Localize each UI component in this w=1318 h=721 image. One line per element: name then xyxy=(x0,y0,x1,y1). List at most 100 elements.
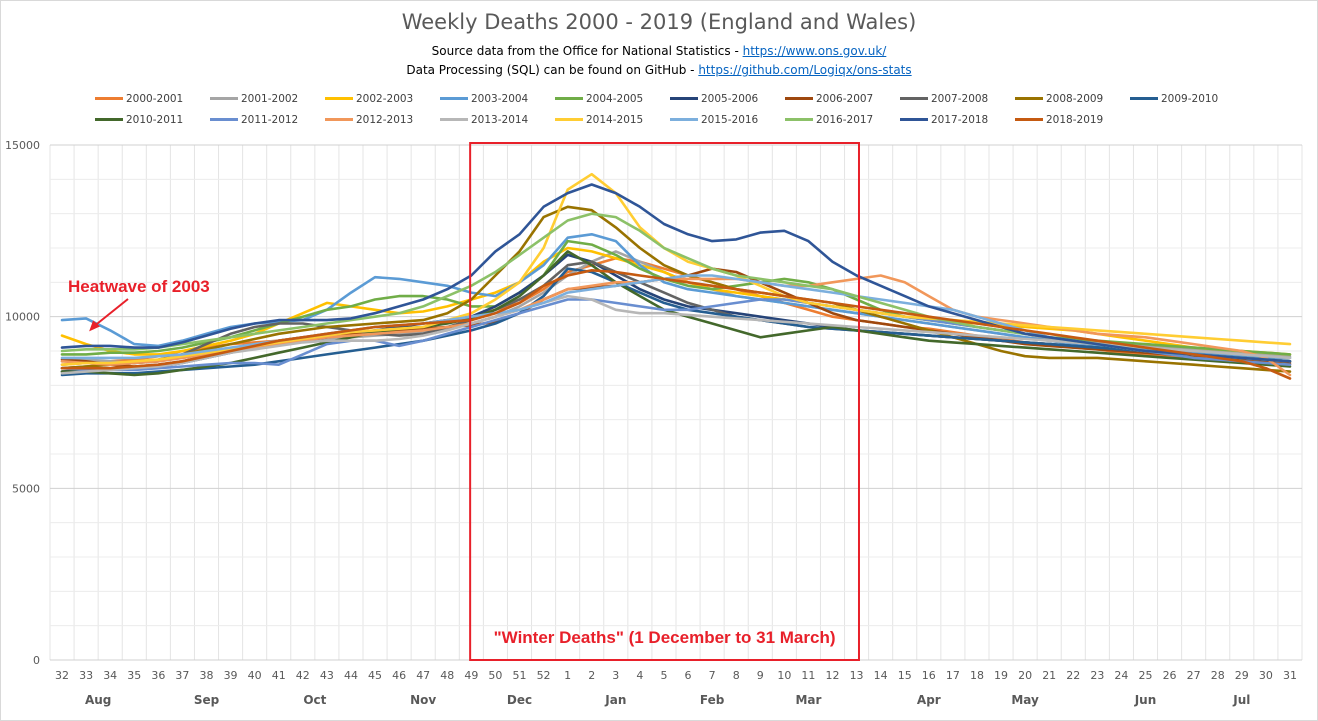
legend-label: 2011-2012 xyxy=(241,114,299,126)
legend-item: 2015-2016 xyxy=(670,114,758,130)
x-tick-label: 38 xyxy=(200,669,214,682)
x-tick-label: 42 xyxy=(296,669,310,682)
x-tick-label: 11 xyxy=(801,669,815,682)
month-label: Aug xyxy=(85,693,111,707)
heatwave-arrow xyxy=(94,298,129,327)
x-tick-label: 28 xyxy=(1211,669,1225,682)
chart-title: Weekly Deaths 2000 - 2019 (England and W… xyxy=(401,10,917,34)
legend-swatch xyxy=(325,117,353,121)
x-tick-label: 6 xyxy=(685,669,692,682)
x-tick-label: 16 xyxy=(922,669,936,682)
x-tick-label: 48 xyxy=(440,669,454,682)
x-tick-label: 36 xyxy=(151,669,165,682)
github-link[interactable]: https://github.com/Logiqx/ons-stats xyxy=(698,63,912,77)
legend-swatch xyxy=(785,117,813,121)
y-tick-label: 5000 xyxy=(12,482,40,495)
x-tick-label: 27 xyxy=(1187,669,1201,682)
legend-label: 2002-2003 xyxy=(356,93,414,105)
x-tick-label: 4 xyxy=(636,669,643,682)
x-tick-label: 41 xyxy=(272,669,286,682)
legend-item: 2003-2004 xyxy=(440,93,528,109)
github-text: Data Processing (SQL) can be found on Gi… xyxy=(406,63,699,77)
x-tick-label: 3 xyxy=(612,669,619,682)
series-line-2017-2018 xyxy=(60,183,1292,363)
legend-item: 2010-2011 xyxy=(95,114,183,130)
x-tick-label: 20 xyxy=(1018,669,1032,682)
legend-label: 2000-2001 xyxy=(126,93,184,105)
x-tick-label: 32 xyxy=(55,669,69,682)
legend-label: 2012-2013 xyxy=(356,114,414,126)
x-tick-label: 5 xyxy=(660,669,667,682)
series-line-2012-2013 xyxy=(60,274,1292,377)
legend-item: 2006-2007 xyxy=(785,93,873,109)
legend-item: 2011-2012 xyxy=(210,114,298,130)
month-label: Dec xyxy=(507,693,532,707)
x-tick-label: 40 xyxy=(248,669,262,682)
legend-label: 2001-2002 xyxy=(241,93,299,105)
y-tick-label: 10000 xyxy=(5,311,40,324)
legend-item: 2013-2014 xyxy=(440,114,528,130)
x-tick-label: 23 xyxy=(1090,669,1104,682)
x-tick-label: 14 xyxy=(874,669,888,682)
x-tick-label: 34 xyxy=(103,669,117,682)
month-label: Jun xyxy=(1134,693,1157,707)
legend-item: 2009-2010 xyxy=(1130,93,1218,109)
month-label: Oct xyxy=(303,693,326,707)
month-label: Nov xyxy=(410,693,436,707)
x-tick-label: 21 xyxy=(1042,669,1056,682)
legend-swatch xyxy=(95,96,123,100)
legend-item: 2018-2019 xyxy=(1015,114,1103,130)
x-tick-label: 30 xyxy=(1259,669,1273,682)
series-line-2018-2019 xyxy=(60,268,1292,380)
legend-label: 2009-2010 xyxy=(1161,93,1219,105)
winter-deaths-label: "Winter Deaths" (1 December to 31 March) xyxy=(494,628,836,647)
legend-item: 2017-2018 xyxy=(900,114,988,130)
x-tick-label: 2 xyxy=(588,669,595,682)
legend-label: 2008-2009 xyxy=(1046,93,1104,105)
x-tick-label: 22 xyxy=(1066,669,1080,682)
legend-swatch xyxy=(210,117,238,121)
legend-swatch xyxy=(1015,96,1043,100)
x-tick-label: 13 xyxy=(850,669,864,682)
x-tick-label: 47 xyxy=(416,669,430,682)
legend-item: 2012-2013 xyxy=(325,114,413,130)
month-label: Mar xyxy=(795,693,821,707)
source-text: Source data from the Office for National… xyxy=(431,44,743,58)
month-label: Apr xyxy=(917,693,941,707)
legend-item: 2014-2015 xyxy=(555,114,643,130)
winter-deaths-box xyxy=(469,142,860,661)
month-label: Feb xyxy=(700,693,725,707)
x-tick-label: 8 xyxy=(733,669,740,682)
ons-link[interactable]: https://www.ons.gov.uk/ xyxy=(742,44,887,58)
legend-swatch xyxy=(210,96,238,100)
legend-swatch xyxy=(440,96,468,100)
legend-swatch xyxy=(670,96,698,100)
legend-swatch xyxy=(555,96,583,100)
x-tick-label: 45 xyxy=(368,669,382,682)
legend-label: 2010-2011 xyxy=(126,114,184,126)
x-tick-label: 31 xyxy=(1283,669,1297,682)
x-tick-label: 51 xyxy=(513,669,527,682)
x-tick-label: 50 xyxy=(488,669,502,682)
month-label: May xyxy=(1011,693,1039,707)
legend-item: 2005-2006 xyxy=(670,93,758,109)
x-tick-label: 10 xyxy=(777,669,791,682)
x-tick-label: 52 xyxy=(537,669,551,682)
legend-item: 2002-2003 xyxy=(325,93,413,109)
x-tick-label: 35 xyxy=(127,669,141,682)
legend-label: 2016-2017 xyxy=(816,114,874,126)
x-tick-label: 7 xyxy=(709,669,716,682)
source-line: Source data from the Office for National… xyxy=(0,44,1318,58)
x-tick-label: 33 xyxy=(79,669,93,682)
legend-item: 2016-2017 xyxy=(785,114,873,130)
series-line-2008-2009 xyxy=(60,205,1292,373)
legend-label: 2003-2004 xyxy=(471,93,529,105)
github-line: Data Processing (SQL) can be found on Gi… xyxy=(0,63,1318,77)
legend-label: 2006-2007 xyxy=(816,93,874,105)
legend-swatch xyxy=(1130,96,1158,100)
month-label: Jul xyxy=(1232,693,1250,707)
legend-label: 2004-2005 xyxy=(586,93,644,105)
month-label: Jan xyxy=(604,693,626,707)
legend-item: 2008-2009 xyxy=(1015,93,1103,109)
